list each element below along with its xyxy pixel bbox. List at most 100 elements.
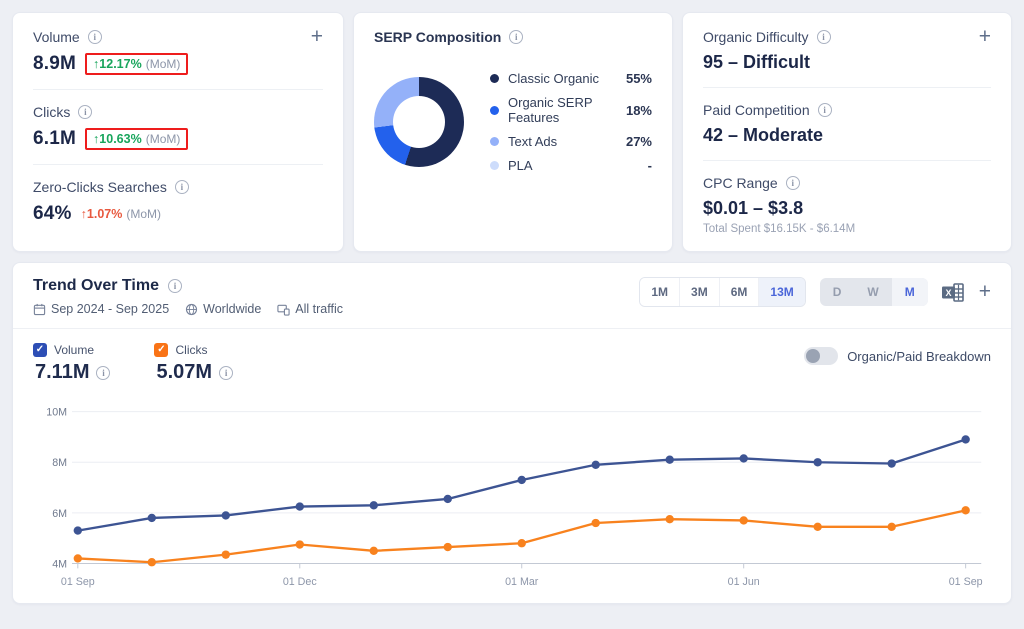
breakdown-toggle-label: Organic/Paid Breakdown <box>847 349 991 364</box>
legend-item: Organic SERP Features 18% <box>490 95 652 125</box>
serp-composition-card: SERP Composition i Classic Organic 55% O… <box>353 12 673 252</box>
total-spent-subtext: Total Spent $16.15K - $6.14M <box>703 223 991 235</box>
legend-dot <box>490 137 499 146</box>
granularity-selector: D W M <box>820 278 928 306</box>
legend-label: Organic SERP Features <box>508 95 617 125</box>
svg-text:01 Jun: 01 Jun <box>728 576 760 588</box>
legend-label: PLA <box>508 158 639 173</box>
globe-icon <box>185 303 198 316</box>
trend-chart: 10M8M6M4M01 Sep01 Dec01 Mar01 Jun01 Sep <box>33 398 991 593</box>
info-icon[interactable]: i <box>786 176 800 190</box>
svg-text:01 Sep: 01 Sep <box>949 576 983 588</box>
serp-legend: Classic Organic 55% Organic SERP Feature… <box>490 71 652 173</box>
legend-label: Classic Organic <box>508 71 617 86</box>
trend-over-time-card: Trend Over Time i Sep 2024 - Sep 2025 Wo… <box>12 262 1012 604</box>
granularity-day-button[interactable]: D <box>820 278 855 306</box>
volume-value: 8.9M <box>33 53 76 75</box>
legend-dot <box>490 161 499 170</box>
legend-item: Text Ads 27% <box>490 134 652 149</box>
cpc-range-value: $0.01 – $3.8 <box>703 198 991 219</box>
range-1m-button[interactable]: 1M <box>640 278 680 306</box>
range-selector: 1M 3M 6M 13M <box>639 277 805 307</box>
volume-label: Volume <box>33 29 80 45</box>
range-13m-button[interactable]: 13M <box>759 278 804 306</box>
granularity-week-button[interactable]: W <box>854 278 891 306</box>
clicks-series-label: Clicks <box>175 343 207 357</box>
clicks-label: Clicks <box>33 104 70 120</box>
clicks-mom: (MoM) <box>146 132 181 146</box>
svg-text:01 Mar: 01 Mar <box>505 576 539 588</box>
location: Worldwide <box>185 302 261 316</box>
info-icon[interactable]: i <box>88 30 102 44</box>
divider <box>703 87 991 88</box>
volume-checkbox[interactable] <box>33 343 47 357</box>
zero-clicks-label: Zero-Clicks Searches <box>33 179 167 195</box>
info-icon[interactable]: i <box>818 103 832 117</box>
clicks-checkbox[interactable] <box>154 343 168 357</box>
organic-difficulty-value: 95 – Difficult <box>703 52 991 73</box>
legend-item: Classic Organic 55% <box>490 71 652 86</box>
svg-text:4M: 4M <box>52 558 67 570</box>
svg-text:01 Dec: 01 Dec <box>283 576 318 588</box>
info-icon[interactable]: i <box>168 279 182 293</box>
range-3m-button[interactable]: 3M <box>680 278 720 306</box>
add-metric-button[interactable]: + <box>979 29 991 45</box>
top-cards-row: Volume i + 8.9M ↑12.17% (MoM) Clicks i 6… <box>12 12 1012 252</box>
legend-value: 27% <box>626 134 652 149</box>
divider <box>703 160 991 161</box>
svg-text:01 Sep: 01 Sep <box>61 576 95 588</box>
clicks-series-value: 5.07M <box>156 361 212 384</box>
trend-title: Trend Over Time <box>33 277 159 295</box>
toggle-knob <box>806 349 820 363</box>
cpc-range-label: CPC Range <box>703 175 778 191</box>
clicks-series-legend: Clicks 5.07M i <box>154 343 233 384</box>
highlight-box: ↑10.63% (MoM) <box>85 128 188 150</box>
legend-value: 55% <box>626 71 652 86</box>
info-icon[interactable]: i <box>509 30 523 44</box>
serp-title: SERP Composition <box>374 29 501 45</box>
svg-text:8M: 8M <box>52 457 67 469</box>
organic-difficulty-label: Organic Difficulty <box>703 29 809 45</box>
date-range: Sep 2024 - Sep 2025 <box>33 302 169 316</box>
excel-export-icon: X <box>942 283 965 302</box>
clicks-value: 6.1M <box>33 128 76 150</box>
divider <box>33 164 323 165</box>
info-icon[interactable]: i <box>219 366 233 380</box>
traffic-filter: All traffic <box>277 302 343 316</box>
volume-series-label: Volume <box>54 343 94 357</box>
organic-paid-breakdown-toggle[interactable] <box>804 347 838 365</box>
paid-competition-value: 42 – Moderate <box>703 125 991 146</box>
devices-icon <box>277 303 290 316</box>
highlight-box: ↑12.17% (MoM) <box>85 53 188 75</box>
zero-clicks-mom: (MoM) <box>126 207 161 221</box>
calendar-icon <box>33 303 46 316</box>
date-range-label: Sep 2024 - Sep 2025 <box>51 302 169 316</box>
volume-mom: (MoM) <box>146 57 181 71</box>
legend-value: - <box>648 158 652 173</box>
serp-donut-chart <box>374 77 464 167</box>
granularity-month-button[interactable]: M <box>892 278 928 306</box>
divider <box>33 89 323 90</box>
difficulty-card: Organic Difficulty i + 95 – Difficult Pa… <box>682 12 1012 252</box>
export-excel-button[interactable]: X <box>942 283 965 302</box>
location-label: Worldwide <box>203 302 261 316</box>
info-icon[interactable]: i <box>817 30 831 44</box>
info-icon[interactable]: i <box>78 105 92 119</box>
svg-text:6M: 6M <box>52 508 67 520</box>
svg-text:X: X <box>945 288 951 298</box>
range-6m-button[interactable]: 6M <box>720 278 760 306</box>
add-widget-button[interactable]: + <box>979 284 991 300</box>
volume-series-legend: Volume 7.11M i <box>33 343 110 384</box>
zero-clicks-change: ↑1.07% <box>81 207 123 221</box>
add-metric-button[interactable]: + <box>311 29 323 45</box>
clicks-change: ↑10.63% <box>93 132 142 146</box>
volume-series-value: 7.11M <box>35 361 89 384</box>
legend-dot <box>490 74 499 83</box>
info-icon[interactable]: i <box>96 366 110 380</box>
divider <box>13 328 1011 329</box>
legend-item: PLA - <box>490 158 652 173</box>
info-icon[interactable]: i <box>175 180 189 194</box>
traffic-label: All traffic <box>295 302 343 316</box>
metrics-card: Volume i + 8.9M ↑12.17% (MoM) Clicks i 6… <box>12 12 344 252</box>
legend-label: Text Ads <box>508 134 617 149</box>
